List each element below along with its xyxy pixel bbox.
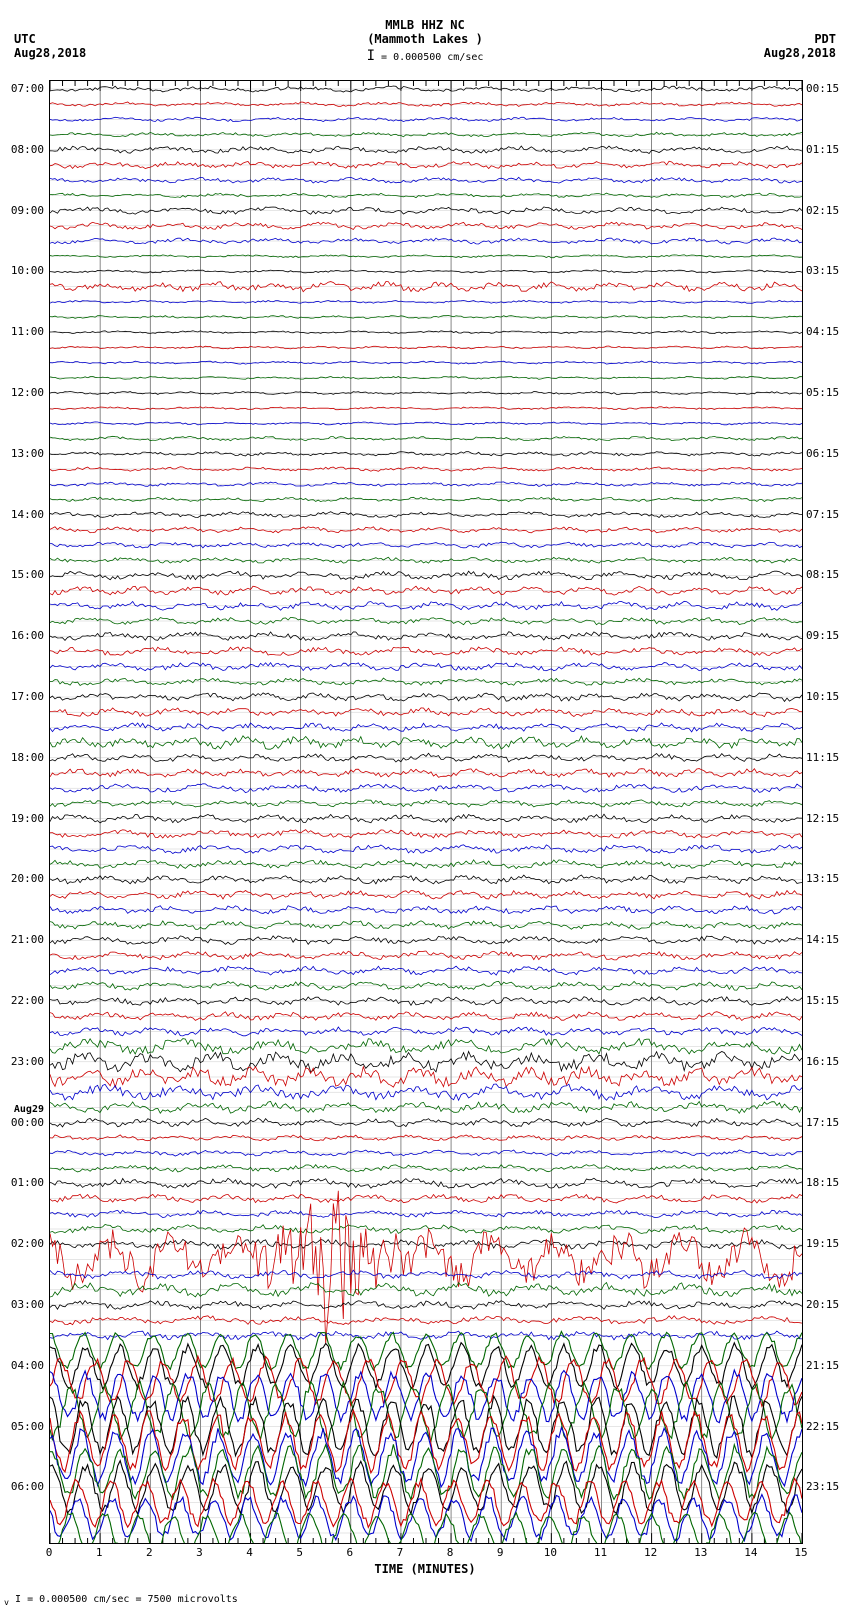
right-tick-label: 02:15 [806, 204, 839, 217]
right-tick-label: 04:15 [806, 325, 839, 338]
right-tick-label: 20:15 [806, 1298, 839, 1311]
left-tick-label: 20:00 [11, 872, 44, 885]
right-tick-label: 23:15 [806, 1480, 839, 1493]
x-tick-label: 12 [644, 1546, 657, 1559]
x-tick-label: 8 [447, 1546, 454, 1559]
left-tick-label: 17:00 [11, 690, 44, 703]
left-tick-label: 00:00 [11, 1116, 44, 1129]
plot-svg [50, 81, 802, 1543]
right-tick-label: 12:15 [806, 812, 839, 825]
left-tick-label: 01:00 [11, 1176, 44, 1189]
x-tick-label: 5 [296, 1546, 303, 1559]
right-tick-label: 18:15 [806, 1176, 839, 1189]
x-tick-label: 0 [46, 1546, 53, 1559]
left-tick-label: 02:00 [11, 1237, 44, 1250]
left-tick-label: 12:00 [11, 386, 44, 399]
station-subtitle: (Mammoth Lakes ) [0, 32, 850, 46]
right-tick-label: 13:15 [806, 872, 839, 885]
right-tick-label: 01:15 [806, 143, 839, 156]
date-left-label: Aug28,2018 [14, 46, 86, 60]
x-tick-label: 6 [346, 1546, 353, 1559]
footer-conversion: = 0.000500 cm/sec = 7500 microvolts [27, 1594, 238, 1605]
left-tick-label: 21:00 [11, 933, 44, 946]
scale-value: = 0.000500 cm/sec [381, 52, 483, 63]
left-tick-label: 19:00 [11, 812, 44, 825]
x-tick-label: 4 [246, 1546, 253, 1559]
right-tick-label: 08:15 [806, 568, 839, 581]
date-right-label: Aug28,2018 [764, 46, 836, 60]
left-tick-label: 22:00 [11, 994, 44, 1007]
right-tick-label: 21:15 [806, 1359, 839, 1372]
x-tick-label: 10 [544, 1546, 557, 1559]
left-tick-label: 18:00 [11, 751, 44, 764]
left-tick-label: 05:00 [11, 1420, 44, 1433]
x-tick-label: 11 [594, 1546, 607, 1559]
station-title: MMLB HHZ NC [0, 18, 850, 32]
right-tick-label: 07:15 [806, 508, 839, 521]
left-tick-label: 07:00 [11, 82, 44, 95]
x-tick-label: 13 [694, 1546, 707, 1559]
left-tick-label: 10:00 [11, 264, 44, 277]
x-tick-label: 3 [196, 1546, 203, 1559]
tz-left-label: UTC [14, 32, 36, 46]
right-tick-label: 03:15 [806, 264, 839, 277]
right-tick-label: 09:15 [806, 629, 839, 642]
x-tick-label: 1 [96, 1546, 103, 1559]
left-tick-label: 11:00 [11, 325, 44, 338]
x-axis-label: TIME (MINUTES) [0, 1562, 850, 1576]
left-tick-label: 04:00 [11, 1359, 44, 1372]
left-tick-label: 23:00 [11, 1055, 44, 1068]
left-tick-label: 03:00 [11, 1298, 44, 1311]
seismogram-plot [49, 80, 803, 1544]
x-tick-label: 9 [497, 1546, 504, 1559]
left-tick-label: 13:00 [11, 447, 44, 460]
scale-label: I = 0.000500 cm/sec [0, 48, 850, 64]
left-tick-label: 14:00 [11, 508, 44, 521]
x-tick-label: 15 [794, 1546, 807, 1559]
right-tick-label: 06:15 [806, 447, 839, 460]
seismogram-container: MMLB HHZ NC (Mammoth Lakes ) I = 0.00050… [0, 0, 850, 1613]
left-tick-label: 06:00 [11, 1480, 44, 1493]
left-tick-label: 09:00 [11, 204, 44, 217]
right-tick-label: 10:15 [806, 690, 839, 703]
x-tick-label: 14 [744, 1546, 757, 1559]
right-tick-label: 00:15 [806, 82, 839, 95]
right-tick-label: 17:15 [806, 1116, 839, 1129]
left-tick-label: 15:00 [11, 568, 44, 581]
x-tick-label: 7 [397, 1546, 404, 1559]
right-tick-label: 22:15 [806, 1420, 839, 1433]
left-tick-label: 08:00 [11, 143, 44, 156]
right-tick-label: 05:15 [806, 386, 839, 399]
footer-label: v I = 0.000500 cm/sec = 7500 microvolts [4, 1594, 238, 1607]
left-tick-label: 16:00 [11, 629, 44, 642]
right-tick-label: 16:15 [806, 1055, 839, 1068]
right-tick-label: 19:15 [806, 1237, 839, 1250]
secondary-date-label: Aug29 [14, 1104, 44, 1115]
right-tick-label: 15:15 [806, 994, 839, 1007]
right-tick-label: 11:15 [806, 751, 839, 764]
tz-right-label: PDT [814, 32, 836, 46]
x-tick-label: 2 [146, 1546, 153, 1559]
right-tick-label: 14:15 [806, 933, 839, 946]
